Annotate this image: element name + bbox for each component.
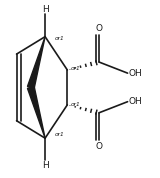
Text: or1: or1 bbox=[71, 66, 80, 71]
Text: OH: OH bbox=[128, 97, 142, 106]
Text: OH: OH bbox=[128, 69, 142, 78]
Polygon shape bbox=[28, 87, 45, 138]
Text: H: H bbox=[42, 5, 48, 14]
Text: H: H bbox=[42, 161, 48, 170]
Text: O: O bbox=[96, 24, 103, 33]
Text: or1: or1 bbox=[55, 36, 64, 41]
Text: or1: or1 bbox=[71, 102, 80, 107]
Polygon shape bbox=[28, 37, 45, 88]
Text: O: O bbox=[96, 142, 103, 151]
Text: or1: or1 bbox=[55, 132, 64, 137]
